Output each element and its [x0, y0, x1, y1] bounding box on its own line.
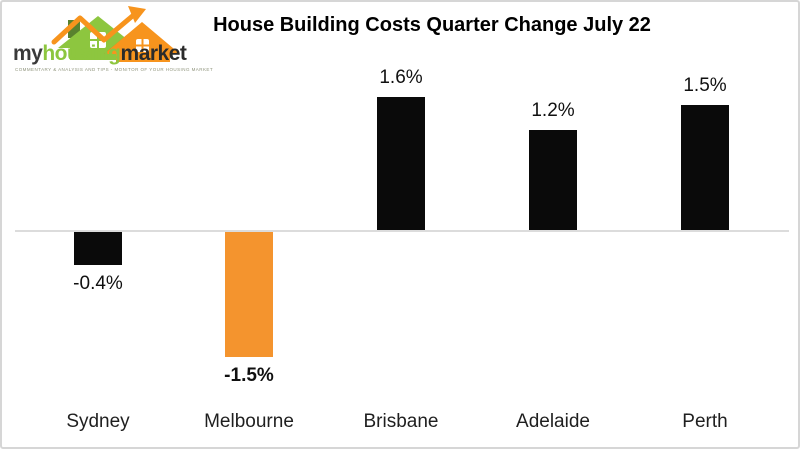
category-label-melbourne: Melbourne [204, 411, 294, 432]
data-label-adelaide: 1.2% [531, 100, 575, 121]
data-label-sydney: -0.4% [73, 273, 123, 294]
category-label-adelaide: Adelaide [516, 411, 590, 432]
myhousingmarket-logo: myhousingmarket COMMENTARY & ANALYSIS AN… [12, 6, 214, 82]
chart-title: House Building Costs Quarter Change July… [213, 14, 651, 36]
data-label-melbourne: -1.5% [224, 365, 274, 386]
bar-melbourne [225, 232, 273, 357]
logo-word-market: market [120, 42, 187, 65]
category-label-perth: Perth [682, 411, 728, 432]
houses-logo-icon [51, 6, 180, 62]
zero-axis-line [15, 230, 789, 232]
bar-adelaide [529, 130, 577, 230]
category-label-sydney: Sydney [66, 411, 130, 432]
category-label-brisbane: Brisbane [363, 411, 439, 432]
logo-word-my: my [13, 42, 43, 65]
logo-wordmark: myhousingmarket [13, 42, 187, 66]
data-label-brisbane: 1.6% [379, 67, 423, 88]
bar-brisbane [377, 97, 425, 230]
bar-perth [681, 105, 729, 230]
logo-word-housing: housing [42, 42, 121, 65]
bar-sydney [74, 232, 122, 265]
logo-tagline: COMMENTARY & ANALYSIS AND TIPS - MONITOR… [15, 67, 214, 72]
data-label-perth: 1.5% [683, 75, 727, 96]
